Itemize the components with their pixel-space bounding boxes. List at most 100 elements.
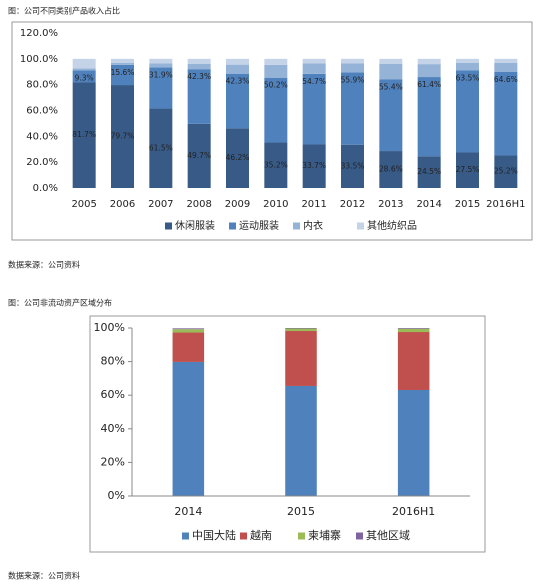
bar-segment bbox=[456, 58, 479, 63]
data-label: 50.2% bbox=[264, 81, 288, 90]
data-label: 61.5% bbox=[149, 143, 173, 152]
x-tick-label: 2011 bbox=[301, 199, 326, 210]
x-tick-label: 2016H1 bbox=[392, 505, 435, 518]
bar-segment bbox=[285, 328, 317, 332]
data-label: 28.6% bbox=[379, 165, 403, 174]
legend-swatch bbox=[298, 532, 305, 540]
bar-segment bbox=[341, 58, 364, 64]
data-label: 54.7% bbox=[302, 77, 326, 86]
bar-segment bbox=[111, 62, 134, 65]
bar-segment bbox=[264, 77, 288, 143]
x-tick-label: 2009 bbox=[225, 199, 250, 210]
bar-segment bbox=[456, 152, 479, 188]
legend-label: 其他区域 bbox=[366, 529, 410, 542]
y-tick-label: 20% bbox=[101, 455, 125, 468]
y-tick-label: 40% bbox=[101, 422, 125, 435]
bar-segment bbox=[226, 64, 249, 74]
bar-segment bbox=[111, 85, 134, 188]
data-label: 35.2% bbox=[264, 160, 288, 169]
x-tick-label: 2014 bbox=[416, 199, 441, 210]
bar-segment bbox=[417, 58, 441, 65]
data-label: 55.4% bbox=[379, 83, 403, 92]
bar-segment bbox=[111, 64, 134, 86]
x-tick-label: 2015 bbox=[287, 505, 315, 518]
x-tick-label: 2008 bbox=[186, 199, 211, 210]
bar-segment bbox=[417, 77, 441, 157]
bar-segment bbox=[264, 58, 288, 65]
bar-segment bbox=[172, 361, 205, 496]
legend-label: 内衣 bbox=[303, 219, 323, 232]
bar-segment bbox=[149, 67, 173, 109]
legend-swatch bbox=[356, 532, 363, 540]
legend-swatch bbox=[229, 222, 236, 230]
bar-segment bbox=[72, 58, 96, 69]
x-tick-label: 2010 bbox=[263, 199, 288, 210]
y-tick-label: 100.0% bbox=[20, 54, 58, 65]
bar-segment bbox=[494, 72, 518, 156]
bar-segment bbox=[379, 151, 403, 188]
data-label: 46.2% bbox=[226, 153, 250, 162]
y-tick-label: 0% bbox=[108, 489, 125, 502]
data-label: 79.7% bbox=[111, 132, 135, 141]
bar-segment bbox=[264, 142, 288, 188]
chart-title: 图：公司不同类别产品收入占比 bbox=[8, 6, 120, 16]
data-label: 64.6% bbox=[494, 75, 518, 84]
bar-segment bbox=[226, 58, 249, 65]
data-label: 42.3% bbox=[187, 72, 211, 81]
bar-segment bbox=[172, 332, 205, 362]
y-tick-label: 0.0% bbox=[33, 183, 58, 194]
bar-segment bbox=[187, 69, 211, 124]
data-label: 31.9% bbox=[149, 70, 173, 79]
bar-segment bbox=[187, 64, 211, 70]
chart-frame bbox=[89, 315, 486, 553]
x-tick-label: 2014 bbox=[174, 505, 202, 518]
bar-segment bbox=[456, 62, 479, 71]
data-label: 42.3% bbox=[226, 77, 250, 86]
data-label: 9.3% bbox=[75, 73, 94, 82]
source-note: 数据来源：公司资料 bbox=[8, 260, 80, 270]
bar-segment bbox=[285, 331, 317, 386]
legend-swatch bbox=[182, 532, 189, 540]
x-tick-label: 2005 bbox=[71, 199, 96, 210]
data-label: 15.6% bbox=[111, 68, 135, 77]
legend-label: 休闲服装 bbox=[175, 219, 215, 232]
bar-segment bbox=[72, 68, 96, 71]
bar-segment bbox=[379, 58, 403, 64]
bar-segment bbox=[302, 144, 326, 188]
y-tick-label: 20.0% bbox=[26, 157, 58, 168]
y-tick-label: 80.0% bbox=[26, 80, 58, 91]
bar-segment bbox=[187, 58, 211, 64]
bar-segment bbox=[285, 385, 317, 496]
bar-segment bbox=[302, 63, 326, 74]
x-tick-label: 2006 bbox=[110, 199, 135, 210]
y-tick-label: 120.0% bbox=[20, 28, 58, 39]
x-tick-label: 2016H1 bbox=[486, 199, 525, 210]
bar-segment bbox=[417, 64, 441, 78]
legend-swatch bbox=[357, 222, 364, 230]
x-tick-label: 2015 bbox=[455, 199, 480, 210]
legend-label: 其他纺织品 bbox=[367, 219, 417, 232]
source-note: 数据来源：公司资料 bbox=[8, 571, 80, 581]
data-label: 33.5% bbox=[341, 161, 365, 170]
bar-segment bbox=[172, 329, 205, 333]
bar-segment bbox=[302, 73, 326, 145]
data-label: 55.9% bbox=[341, 76, 365, 85]
bar-segment bbox=[417, 156, 441, 188]
bar-segment bbox=[72, 70, 96, 83]
bar-segment bbox=[397, 328, 430, 329]
bar-segment bbox=[379, 64, 403, 80]
bar-segment bbox=[302, 58, 326, 64]
data-label: 33.7% bbox=[302, 161, 326, 170]
data-label: 25.2% bbox=[494, 167, 518, 176]
legend-label: 中国大陆 bbox=[192, 528, 236, 542]
x-tick-label: 2007 bbox=[148, 199, 173, 210]
y-tick-label: 60.0% bbox=[26, 106, 58, 117]
bar-segment bbox=[149, 108, 173, 188]
bar-segment bbox=[149, 58, 173, 64]
bar-segment bbox=[72, 82, 96, 188]
data-label: 49.7% bbox=[187, 151, 211, 160]
bar-segment bbox=[187, 123, 211, 188]
legend-swatch bbox=[165, 222, 172, 230]
bar-segment bbox=[494, 155, 518, 188]
